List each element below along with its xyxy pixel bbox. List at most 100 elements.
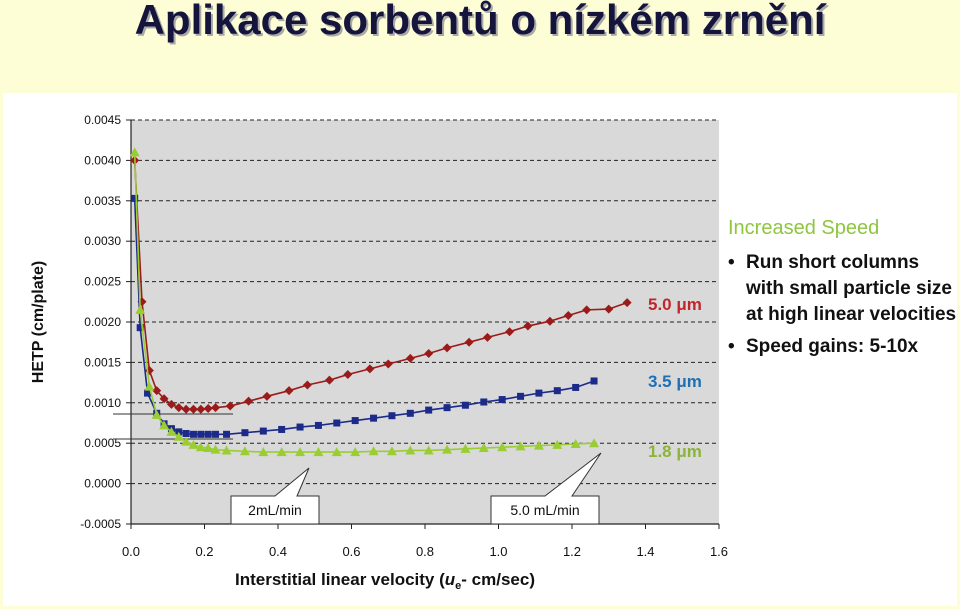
x-tick-label: 1.2 — [563, 544, 581, 559]
data-point — [590, 377, 598, 385]
data-point — [135, 304, 146, 314]
data-point — [535, 389, 543, 397]
series-label-1: 5.0 μm — [648, 295, 702, 314]
data-point — [225, 401, 235, 411]
x-tick-label: 0.8 — [416, 544, 434, 559]
data-point — [505, 327, 515, 337]
data-point — [515, 441, 526, 451]
y-tick-label: 0.0020 — [84, 315, 121, 329]
data-point — [482, 332, 492, 342]
data-point — [188, 404, 198, 414]
data-point — [203, 443, 214, 453]
x-tick-label: 1.0 — [489, 544, 507, 559]
bullet-dot: • — [728, 336, 735, 357]
data-point — [343, 370, 353, 380]
data-point — [258, 447, 269, 457]
side-bullet-1-text: Run short columns with small particle si… — [746, 252, 957, 325]
callout-2ml-label: 2mL/min — [248, 502, 302, 518]
x-tick-label: 0.2 — [195, 544, 213, 559]
data-point — [244, 396, 254, 406]
data-point — [295, 447, 306, 457]
data-point — [174, 403, 184, 413]
data-point — [204, 430, 212, 438]
data-point — [223, 430, 231, 438]
slide-title: Aplikace sorbentů o nízkém zrnění — [134, 0, 826, 43]
data-point — [563, 311, 573, 321]
data-point — [278, 425, 286, 433]
data-point — [423, 445, 434, 455]
data-point — [203, 403, 213, 413]
data-point — [144, 381, 155, 391]
x-tick-label: 0.0 — [122, 544, 140, 559]
x-tick-label: 0.6 — [342, 544, 360, 559]
y-tick-label: 0.0025 — [84, 275, 121, 289]
data-point — [333, 419, 341, 427]
y-tick-label: 0.0000 — [84, 477, 121, 491]
data-point — [460, 443, 471, 453]
data-point — [461, 401, 469, 409]
data-point — [195, 442, 206, 452]
data-point — [442, 444, 453, 454]
data-point — [497, 442, 508, 452]
data-point — [545, 316, 555, 326]
data-point — [159, 420, 170, 430]
y-tick-label: 0.0010 — [84, 396, 121, 410]
data-point — [553, 387, 561, 395]
data-point — [166, 426, 177, 436]
figure-panel: 0.0045 0.0040 0.0035 0.0030 0.0025 0.0020 0.00… — [3, 93, 957, 606]
data-point — [241, 429, 249, 437]
side-bullet-2-text: Speed gains: 5-10x — [746, 336, 919, 357]
x-tick-label: 1.6 — [710, 544, 728, 559]
data-point — [129, 147, 140, 157]
data-point — [589, 438, 600, 448]
data-point — [350, 447, 361, 457]
data-point — [239, 446, 250, 456]
data-point — [166, 399, 176, 409]
data-point — [383, 359, 393, 369]
data-point — [181, 404, 191, 414]
data-point — [405, 445, 416, 455]
side-panel: Increased Speed • Run short columns with… — [728, 217, 958, 366]
data-point — [262, 391, 272, 401]
y-tick-label: 0.0035 — [84, 194, 121, 208]
y-tick-label: 0.0015 — [84, 355, 121, 369]
data-point — [302, 380, 312, 390]
series-label-3: 1.8 μm — [648, 442, 702, 461]
data-point — [151, 409, 162, 419]
data-point — [478, 443, 489, 453]
data-point — [604, 304, 614, 314]
data-point — [405, 353, 415, 363]
data-point — [181, 436, 192, 446]
x-axis-title: Interstitial linear velocity (ue- cm/sec… — [235, 570, 535, 592]
data-point — [442, 343, 452, 353]
series-label-2: 3.5 μm — [648, 372, 702, 391]
data-point — [533, 440, 544, 450]
data-point — [570, 439, 581, 449]
side-bullet-1: • Run short columns with small particle … — [728, 250, 958, 328]
data-point — [313, 447, 324, 457]
data-point — [370, 414, 378, 422]
data-point — [210, 444, 221, 454]
data-point — [424, 349, 434, 359]
data-point — [443, 404, 451, 412]
data-point — [296, 423, 304, 431]
callout-5ml-label: 5.0 mL/min — [510, 502, 579, 518]
data-point — [221, 445, 232, 455]
data-point — [182, 430, 190, 438]
data-point — [388, 412, 396, 420]
data-point — [351, 417, 359, 425]
bullet-dot: • — [728, 252, 735, 273]
data-point — [552, 439, 563, 449]
data-point — [406, 409, 414, 417]
y-tick-label: 0.0045 — [84, 113, 121, 127]
y-tick-label: 0.0030 — [84, 234, 121, 248]
x-tick-label: 1.4 — [636, 544, 654, 559]
data-point — [159, 394, 169, 404]
side-heading: Increased Speed — [728, 217, 880, 239]
data-point — [284, 386, 294, 396]
data-point — [523, 321, 533, 331]
data-point — [212, 430, 220, 438]
data-point — [211, 403, 221, 413]
data-point — [480, 398, 488, 406]
data-point — [173, 431, 184, 441]
